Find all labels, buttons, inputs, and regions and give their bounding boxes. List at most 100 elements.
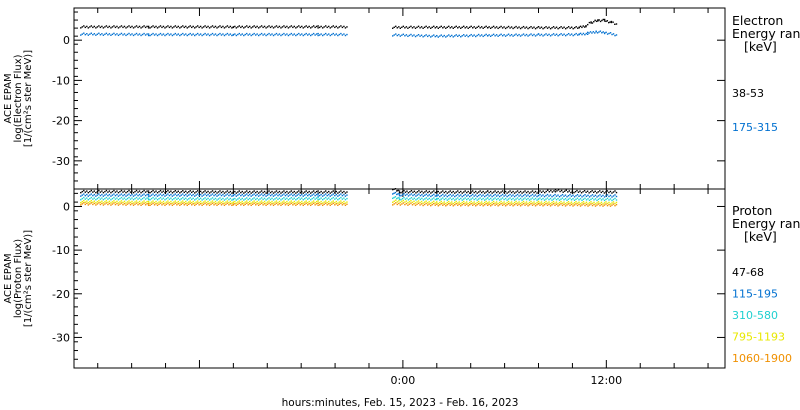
data-point	[208, 34, 211, 37]
data-point	[320, 193, 322, 196]
data-point	[521, 192, 523, 194]
data-point	[240, 34, 242, 36]
data-point	[162, 203, 165, 205]
data-point	[581, 196, 583, 198]
data-point	[296, 201, 299, 203]
data-point	[104, 197, 106, 200]
data-point	[506, 199, 508, 201]
data-point	[214, 190, 217, 193]
data-point	[474, 27, 477, 29]
data-point	[341, 26, 344, 29]
data-point	[483, 195, 486, 198]
data-point	[284, 191, 287, 194]
data-point	[433, 202, 435, 205]
data-point	[463, 200, 465, 203]
data-point	[180, 191, 183, 193]
data-point	[153, 26, 156, 29]
data-point	[171, 27, 174, 29]
data-point	[498, 201, 501, 204]
data-point	[433, 193, 435, 196]
data-point	[257, 192, 260, 194]
data-point	[608, 203, 610, 206]
data-point	[597, 201, 600, 203]
data-point	[332, 200, 334, 202]
data-point	[603, 202, 606, 204]
data-point	[482, 35, 484, 38]
data-point	[138, 25, 141, 28]
data-point	[137, 26, 139, 29]
data-point	[439, 35, 441, 37]
data-point	[422, 204, 424, 207]
data-point	[543, 204, 546, 206]
data-point	[161, 204, 163, 206]
data-point	[278, 190, 281, 193]
data-point	[446, 195, 448, 198]
data-point	[141, 201, 144, 203]
data-point	[167, 193, 169, 195]
data-point	[111, 33, 114, 36]
data-point	[406, 197, 408, 199]
data-point	[146, 197, 148, 199]
data-point	[470, 191, 472, 193]
data-point	[170, 203, 172, 205]
data-point	[561, 202, 564, 204]
data-point	[247, 194, 249, 197]
data-point	[424, 191, 426, 193]
data-point	[328, 190, 330, 193]
data-point	[138, 200, 141, 203]
data-point	[600, 191, 603, 194]
data-point	[417, 202, 420, 205]
data-point	[146, 200, 148, 203]
data-point	[563, 201, 565, 203]
data-point	[235, 27, 238, 29]
data-point	[290, 190, 293, 192]
data-point	[96, 194, 99, 196]
data-point	[515, 25, 517, 28]
data-point	[524, 202, 526, 204]
data-point	[552, 198, 555, 200]
data-point	[503, 195, 505, 197]
data-point	[168, 26, 171, 29]
data-point	[471, 202, 474, 204]
data-point	[608, 21, 610, 24]
data-point	[494, 190, 496, 192]
data-point	[596, 192, 598, 194]
data-point	[539, 190, 541, 192]
data-point	[519, 197, 522, 200]
data-point	[590, 201, 592, 203]
data-point	[602, 190, 604, 193]
data-point	[334, 201, 336, 204]
data-point	[117, 204, 120, 206]
data-point	[500, 194, 502, 197]
data-point	[337, 204, 339, 207]
data-point	[231, 27, 233, 29]
data-point	[428, 26, 430, 28]
data-point	[286, 25, 288, 28]
data-point	[243, 199, 245, 201]
data-point	[580, 192, 583, 194]
data-point	[406, 190, 408, 192]
data-point	[298, 196, 300, 199]
data-point	[418, 197, 420, 199]
data-point	[557, 35, 559, 37]
data-point	[403, 189, 405, 192]
data-point	[570, 195, 573, 197]
data-point	[80, 27, 82, 29]
data-point	[416, 203, 418, 206]
data-point	[156, 34, 159, 37]
data-point	[119, 203, 121, 205]
data-point	[89, 201, 91, 203]
data-point	[615, 34, 618, 36]
data-point	[554, 34, 556, 36]
data-point	[454, 192, 456, 194]
data-point	[198, 198, 200, 201]
data-point	[551, 199, 553, 201]
data-point	[467, 194, 469, 196]
data-point	[198, 194, 200, 197]
data-point	[301, 200, 303, 203]
data-point	[92, 201, 94, 203]
data-point	[586, 31, 589, 34]
data-point	[397, 193, 399, 195]
data-point	[440, 202, 442, 205]
data-point	[586, 23, 589, 26]
